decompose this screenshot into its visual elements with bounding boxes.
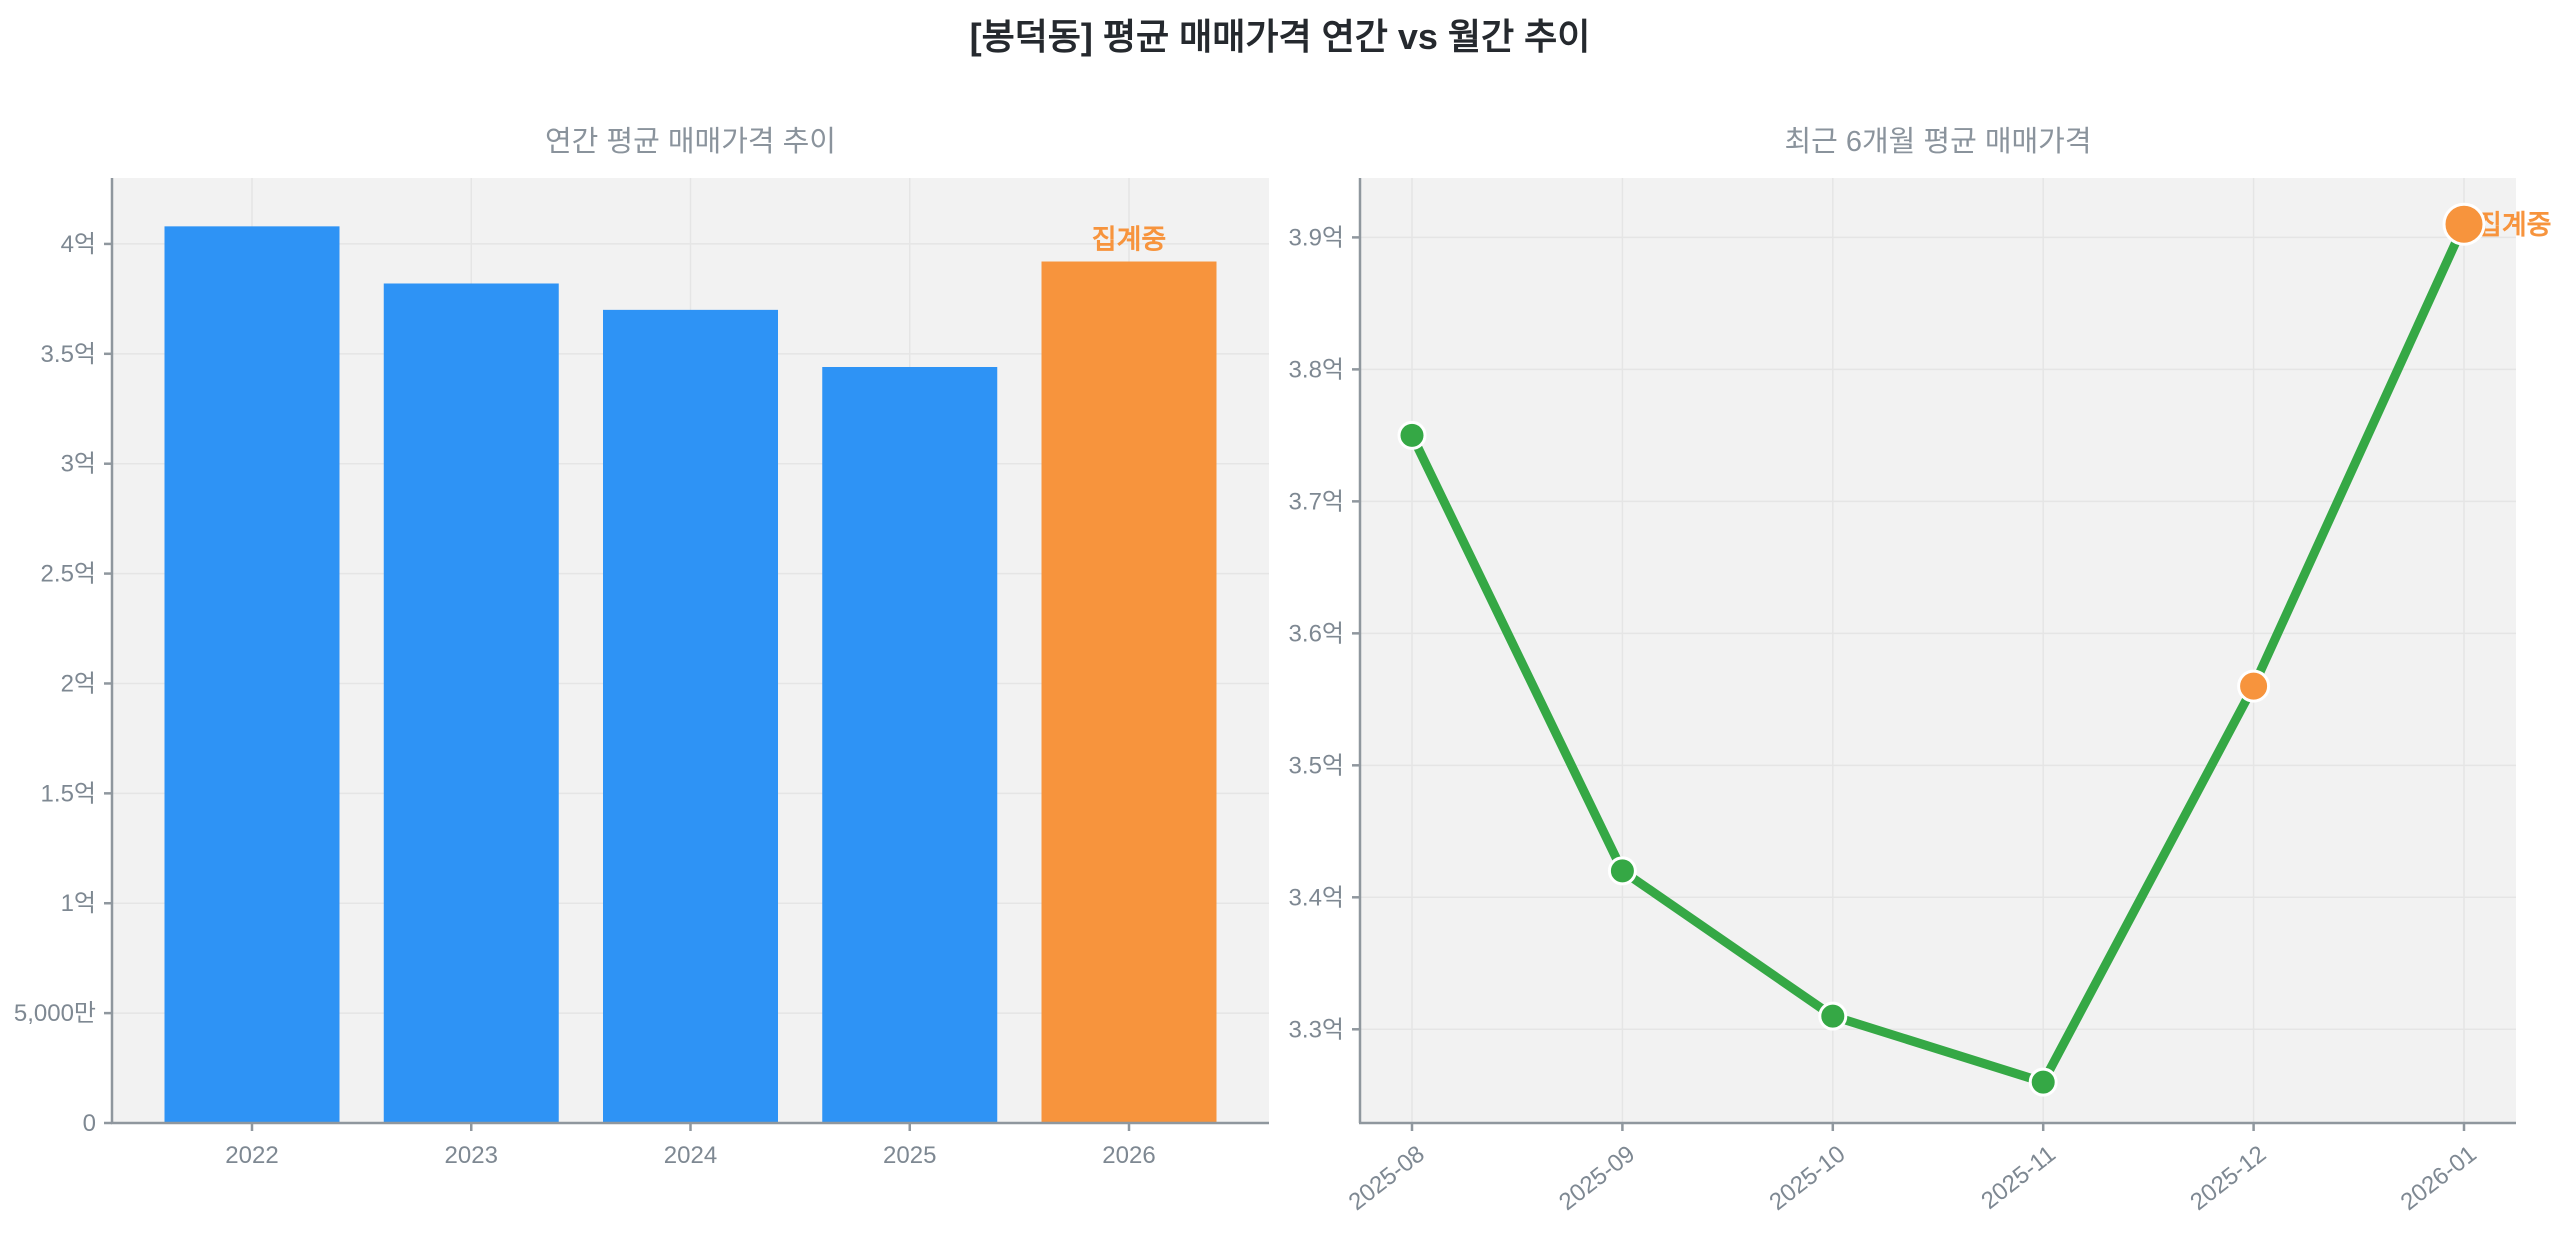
price-trend-line xyxy=(1407,219,2469,1087)
line-chart-title: 최근 6개월 평균 매매가격 xyxy=(1784,126,2092,158)
aggregating-label: 집계중 xyxy=(1092,225,1167,255)
y-tick-label: 3.7억 xyxy=(1289,488,1344,515)
x-tick-label: 2026 xyxy=(1102,1142,1155,1169)
bar-chart-title: 연간 평균 매매가격 추이 xyxy=(545,126,836,158)
y-tick-label: 2.5억 xyxy=(41,561,96,588)
y-tick-label: 2억 xyxy=(61,670,96,697)
x-tick-label: 2025-09 xyxy=(1554,1140,1640,1216)
y-tick-label: 3.9억 xyxy=(1289,224,1344,251)
x-tick-label: 2023 xyxy=(445,1142,498,1169)
y-tick-label: 4억 xyxy=(61,231,96,258)
x-tick-label: 2025-10 xyxy=(1764,1140,1850,1216)
y-tick-label: 3.6억 xyxy=(1289,620,1344,647)
bar-chart: 집계중 0 5,000만 1억 1.5억 2억 2.5억 3억 3.5억 4억 2022 2023 20… xyxy=(14,178,1269,1169)
x-tick-label: 2025-08 xyxy=(1344,1140,1430,1216)
page-title: [봉덕동] 평균 매매가격 연간 vs 월간 추이 xyxy=(969,16,1591,57)
aggregating-label: 집계중 xyxy=(2477,210,2552,240)
y-tick-label: 1억 xyxy=(61,890,96,917)
point-2025-10 xyxy=(1818,1001,1848,1031)
y-tick-label: 3억 xyxy=(61,451,96,478)
bar-2022 xyxy=(164,226,340,1124)
y-tick-label: 3.3억 xyxy=(1289,1016,1344,1043)
x-tick-label: 2025-11 xyxy=(1976,1140,2061,1214)
y-tick-label: 0 xyxy=(83,1110,96,1137)
y-tick-label: 5,000만 xyxy=(14,1000,96,1027)
point-2026-01 xyxy=(2442,202,2486,246)
bar-2025 xyxy=(822,367,998,1123)
x-tick-label: 2022 xyxy=(225,1142,278,1169)
x-tick-label: 2025 xyxy=(883,1142,936,1169)
y-tick-label: 3.8억 xyxy=(1289,356,1344,383)
y-tick-label: 3.4억 xyxy=(1289,884,1344,911)
x-tick-label: 2024 xyxy=(664,1142,717,1169)
point-2025-12 xyxy=(2237,669,2271,703)
x-tick-label: 2026-01 xyxy=(2396,1140,2482,1216)
plot-background xyxy=(1360,178,2516,1123)
line-chart: 집계중 3.3억 3.4억 3.5억 3.6억 3.7억 3.8억 3.9억 2025-08 20… xyxy=(1289,178,2552,1216)
point-2025-09 xyxy=(1607,856,1637,886)
y-tick-label: 3.5억 xyxy=(41,341,96,368)
x-tick-label: 2025-12 xyxy=(2185,1140,2271,1216)
bar-2026 xyxy=(1041,261,1217,1124)
bar-2024 xyxy=(603,309,778,1123)
bar-2023 xyxy=(383,283,559,1123)
y-tick-label: 1.5억 xyxy=(41,780,96,807)
y-tick-label: 3.5억 xyxy=(1289,752,1344,779)
point-2025-11 xyxy=(2028,1067,2058,1097)
point-2025-08 xyxy=(1397,420,1427,450)
